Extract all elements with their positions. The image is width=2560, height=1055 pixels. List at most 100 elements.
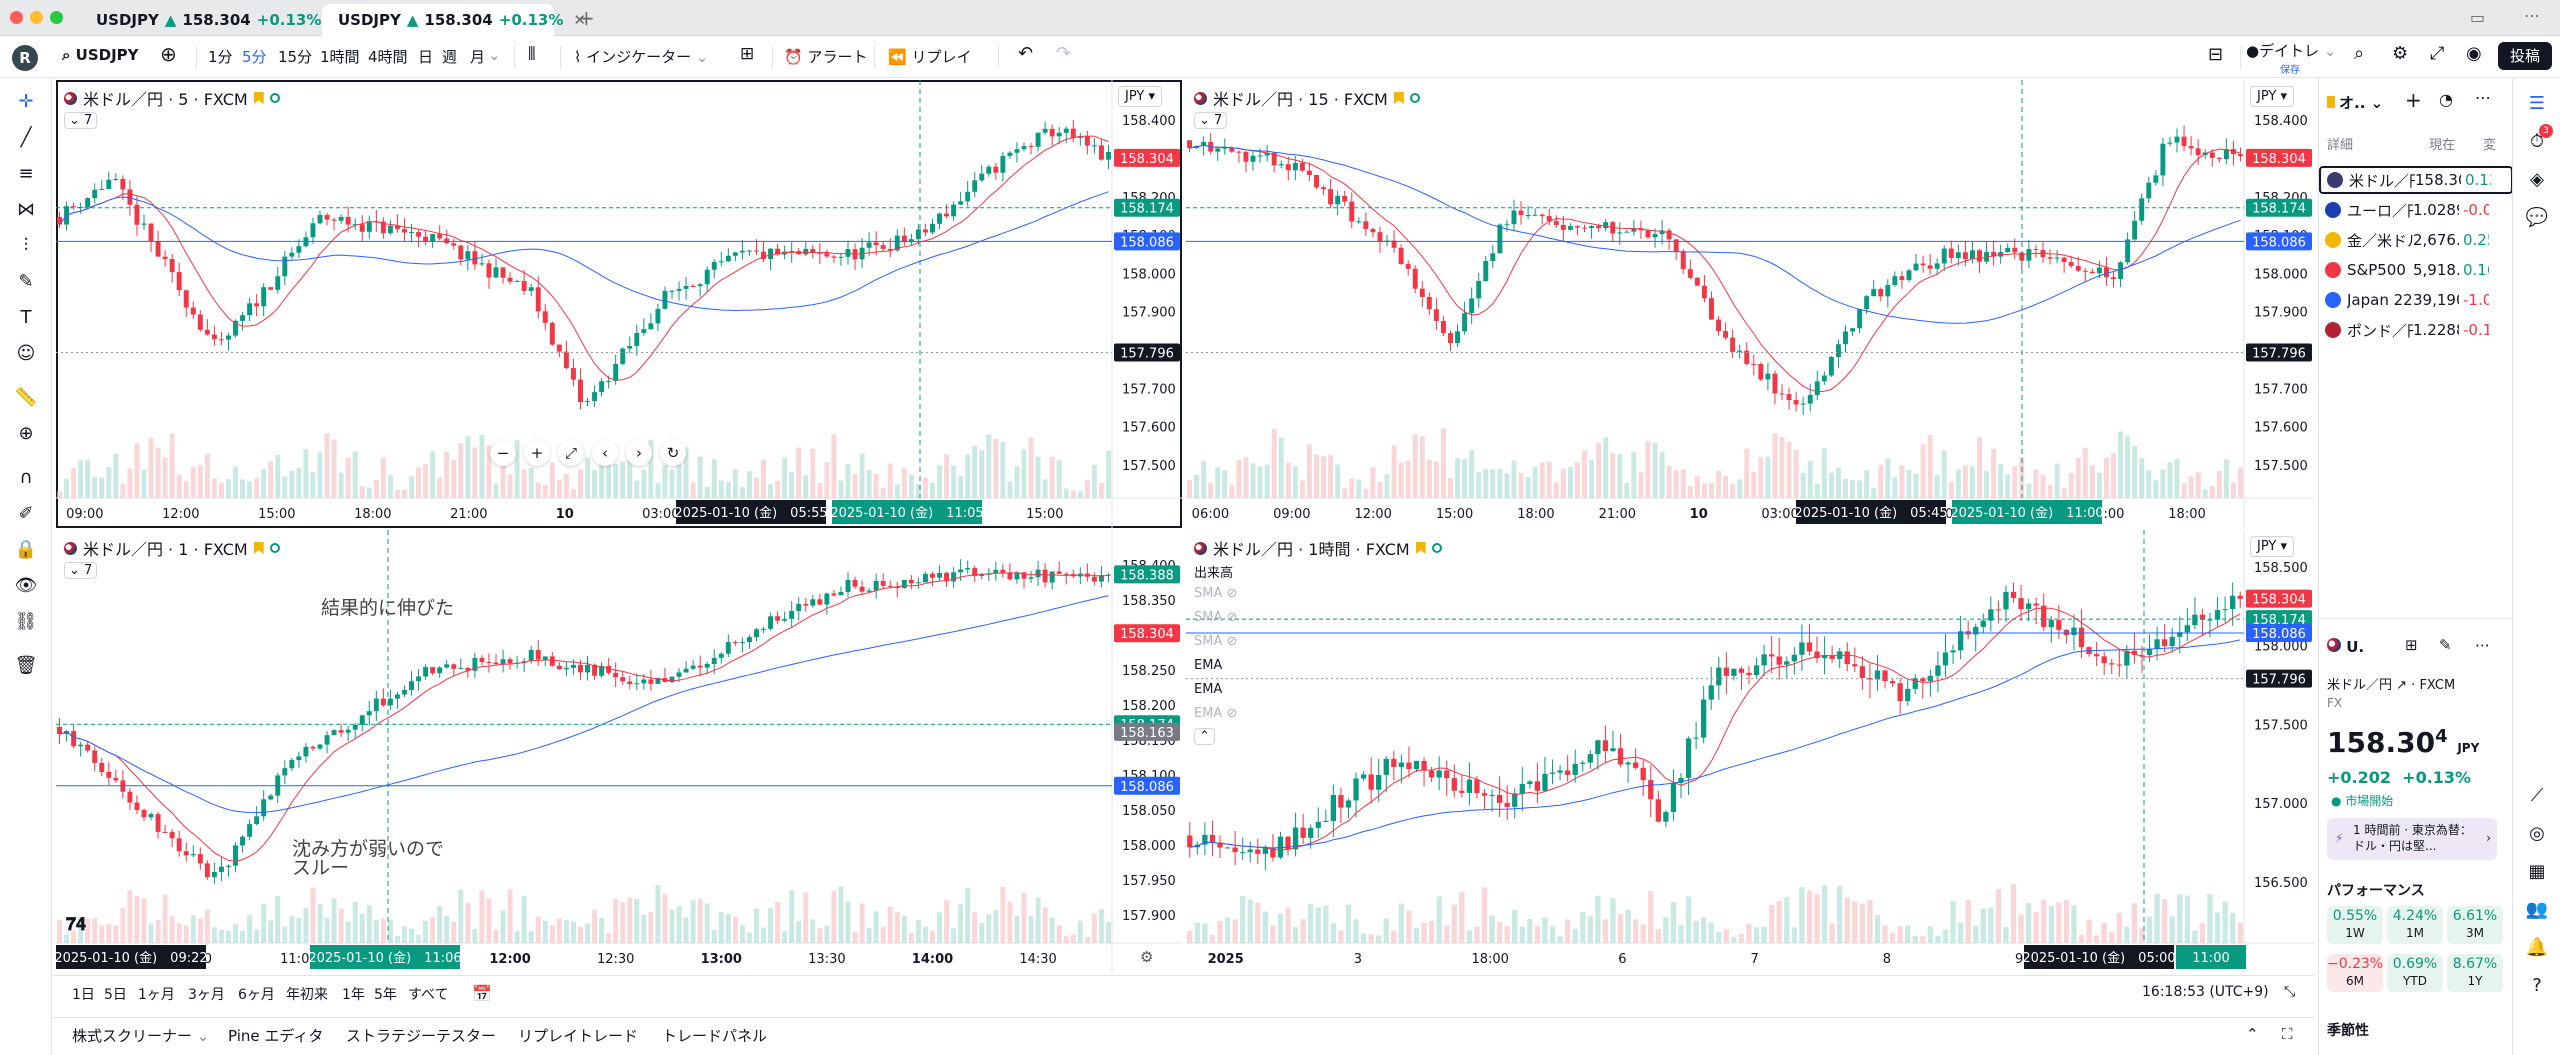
hidden-eye-icon[interactable]: ⊘ (1226, 610, 1238, 625)
compare-symbol-button[interactable]: ⊕ (160, 42, 177, 66)
add-symbol-button[interactable]: + (2405, 88, 2422, 112)
watchlist-row[interactable]: S&P500 5,918.0.16 (2319, 256, 2513, 284)
watchlist-icon[interactable]: ☰ (2528, 93, 2546, 114)
tab-pine-editor[interactable]: Pine エディタ (228, 1027, 324, 1045)
crosshair-icon[interactable]: ✛ (18, 91, 34, 112)
trendline-icon[interactable]: ╱ (20, 127, 32, 148)
eye-icon[interactable]: 👁 (14, 575, 38, 596)
maximize-window-button[interactable] (50, 11, 63, 24)
chart-canvas-1m[interactable]: 158.400158.350158.300158.250158.200158.1… (56, 530, 1182, 973)
interval-1h[interactable]: 1時間 (320, 48, 360, 66)
interval-week[interactable]: 週 (442, 48, 458, 66)
layers-icon[interactable]: ◈ (2530, 169, 2544, 190)
indicator-ema-2[interactable]: EMA (1194, 682, 1223, 697)
news-card[interactable]: ⚡ 1 時間前 · 東京為替：ドル・円は堅... › (2327, 818, 2497, 860)
notifications-icon[interactable]: 🔔 (2525, 937, 2549, 958)
browser-tab-2-active[interactable]: USDJPY ▲ 158.304 +0.13% ✕ (322, 4, 586, 36)
chart-pane-15m[interactable]: 158.400158.300158.200158.100158.000157.9… (1186, 80, 2314, 528)
interval-day[interactable]: 日 (418, 48, 434, 66)
range-6m[interactable]: 6ヶ月 (238, 987, 275, 1003)
watchlist-chart-icon[interactable]: ◔ (2439, 90, 2453, 109)
alert-button[interactable]: ⏰ アラート (784, 48, 868, 66)
col-change[interactable]: 変 (2483, 138, 2497, 153)
performance-tile[interactable]: −0.23% 6M (2327, 954, 2383, 992)
watchlist-row[interactable]: ポンド／円1.2288-0.1 (2319, 316, 2513, 344)
publish-button[interactable]: 投稿 (2498, 42, 2552, 70)
annotation-text-2[interactable]: 沈み方が弱いので (292, 838, 445, 860)
close-tab-icon[interactable]: ✕ (573, 11, 586, 29)
watchlist-row[interactable]: 米ドル／円158.300.13 (2319, 166, 2513, 194)
performance-tile[interactable]: 0.55% 1W (2327, 906, 2383, 944)
indicator-ema-1[interactable]: EMA (1194, 658, 1223, 673)
minimize-window-button[interactable] (30, 11, 43, 24)
collapse-panel-icon[interactable]: ⌃ (2246, 1025, 2259, 1043)
lock-drawing-icon[interactable]: ✐ (18, 503, 34, 524)
range-1y[interactable]: 1年 (342, 987, 365, 1003)
range-5d[interactable]: 5日 (104, 987, 127, 1003)
col-last[interactable]: 現在 (2429, 138, 2456, 153)
tab-stock-screener[interactable]: 株式スクリーナー ⌄ (72, 1027, 210, 1045)
indicator-sma-3[interactable]: SMA ⊘ (1194, 634, 1238, 649)
tab-strategy-tester[interactable]: ストラテジーテスター (346, 1027, 497, 1045)
symbol-search-button[interactable]: ⌕ USDJPY (62, 46, 139, 64)
fullscreen-icon[interactable]: ⤢ (2430, 43, 2445, 64)
zoom-out-button[interactable]: − (490, 440, 516, 466)
templates-icon[interactable]: ⊞ (740, 44, 755, 64)
text-icon[interactable]: T (20, 307, 32, 328)
layout-grid-icon[interactable]: ⊟ (2208, 44, 2224, 65)
indicator-sma-1[interactable]: SMA ⊘ (1194, 586, 1238, 601)
redo-icon[interactable]: ↷ (1056, 43, 1072, 64)
community-icon[interactable]: 👥 (2525, 899, 2549, 920)
interval-dropdown-icon[interactable]: ⌄ (488, 46, 501, 64)
link-icon[interactable]: ⛓ (14, 611, 38, 632)
chart-pane-1m[interactable]: 158.400158.350158.300158.250158.200158.1… (56, 530, 1182, 973)
annotation-text-1[interactable]: 結果的に伸びた (321, 597, 455, 619)
alerts-clock-icon[interactable]: ⏱ 3 (2525, 124, 2553, 154)
chart-pane-5m[interactable]: 158.400158.300158.200158.100158.000157.9… (56, 80, 1182, 528)
collapse-indicators-button[interactable]: ⌄ 7 (64, 562, 98, 579)
search-scale-icon[interactable]: ⌕ (2354, 43, 2365, 64)
candle-type-icon[interactable]: ⫴ (528, 44, 536, 65)
currency-select[interactable]: JPY ▾ (2250, 86, 2295, 107)
chart-pane-1h[interactable]: 158.500 158.000 157.500 157.000 156.500 2025 3… (1186, 530, 2314, 973)
range-1m[interactable]: 1ヶ月 (138, 987, 175, 1003)
interval-month[interactable]: 月 (470, 48, 486, 66)
collapse-indicators-button[interactable]: ⌄ 7 (64, 112, 98, 129)
signal-icon[interactable]: ⟋ (2530, 785, 2544, 806)
more-icon[interactable]: ⋯ (2475, 636, 2490, 654)
watchlist-row[interactable]: Japan 22539,190-1.0 (2319, 286, 2513, 314)
indicators-button[interactable]: ⌇ インジケーター ⌄ (574, 48, 709, 66)
performance-tile[interactable]: 8.67% 1Y (2447, 954, 2503, 992)
chart-canvas-1h[interactable]: 158.500 158.000 157.500 157.000 156.500 2025 3… (1186, 530, 2314, 973)
indicator-sma-2[interactable]: SMA ⊘ (1194, 610, 1238, 625)
collapse-indicators-button[interactable]: ⌃ (1194, 728, 1215, 745)
hidden-eye-icon[interactable]: ⊘ (1226, 634, 1238, 649)
indicator-ema-3[interactable]: EMA ⊘ (1194, 706, 1238, 721)
watchlist-row[interactable]: 金／米ドル2,676.0.25 (2319, 226, 2513, 254)
interval-5m[interactable]: 5分 (242, 48, 267, 66)
ruler-icon[interactable]: 📏 (14, 387, 38, 408)
clock-timezone[interactable]: 16:18:53 (UTC+9) (2142, 984, 2269, 1000)
currency-select[interactable]: JPY ▾ (2250, 536, 2295, 557)
magnet-icon[interactable]: ∩ (19, 467, 33, 488)
fib-icon[interactable]: ≡ (18, 163, 34, 184)
currency-select[interactable]: JPY ▾ (1118, 86, 1163, 107)
settings-gear-icon[interactable]: ⚙ (1140, 948, 1154, 966)
chart-canvas-5m[interactable]: 158.400158.300158.200158.100158.000157.9… (56, 80, 1182, 528)
avatar[interactable]: R (12, 45, 38, 71)
performance-tile[interactable]: 0.69% YTD (2387, 954, 2443, 992)
collapse-indicators-button[interactable]: ⌄ 7 (1194, 112, 1228, 129)
tab-replay-trade[interactable]: リプレイトレード (518, 1027, 639, 1045)
range-all[interactable]: すべて (408, 987, 449, 1003)
edit-icon[interactable]: ✎ (2439, 636, 2452, 654)
new-tab-button[interactable]: + (578, 6, 595, 30)
chat-icon[interactable]: 💬 (2525, 207, 2549, 228)
reset-chart-button[interactable]: ↻ (660, 440, 686, 466)
expand-icon[interactable]: ⤡ (2284, 984, 2296, 1000)
emoji-icon[interactable]: ☺ (16, 343, 36, 364)
undo-icon[interactable]: ↶ (1018, 43, 1034, 64)
more-icon[interactable]: ⋯ (2524, 6, 2540, 25)
lock-icon[interactable]: 🔒 (14, 539, 38, 560)
interval-1m[interactable]: 1分 (208, 48, 233, 66)
range-1d[interactable]: 1日 (72, 987, 95, 1003)
